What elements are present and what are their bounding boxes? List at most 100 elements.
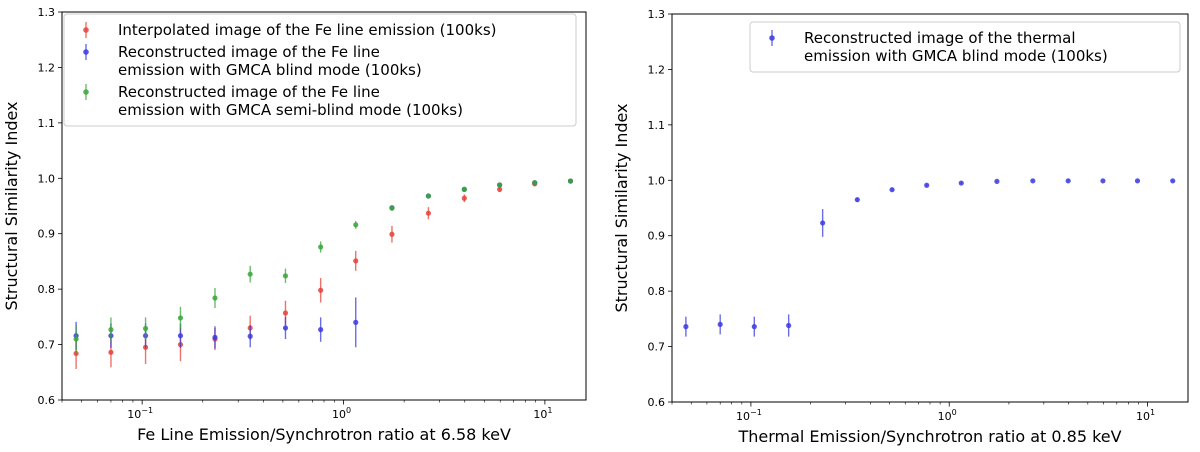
y-axis-label: Structural Similarity Index — [2, 101, 21, 310]
legend-label: emission with GMCA blind mode (100ks) — [118, 61, 422, 79]
x-tick-exponent: 0 — [346, 406, 351, 415]
series-1 — [73, 178, 574, 369]
x-axis-label: Fe Line Emission/Synchrotron ratio at 6.… — [137, 425, 511, 444]
data-point — [425, 210, 432, 216]
data-point — [497, 182, 503, 188]
legend-label: Reconstructed image of the Fe line — [118, 83, 380, 101]
legend-label: emission with GMCA blind mode (100ks) — [804, 47, 1108, 65]
y-tick-label: 0.7 — [38, 339, 56, 352]
y-tick-label: 1.0 — [648, 174, 666, 187]
chart-panel-2: 0.60.70.80.91.01.11.21.310−1 100 101Therma… — [612, 8, 1189, 446]
data-point — [751, 324, 757, 330]
data-point — [389, 205, 395, 211]
data-point — [389, 231, 395, 237]
y-tick-label: 0.9 — [648, 230, 666, 243]
legend: Reconstructed image of the thermal emiss… — [749, 21, 1181, 73]
legend-box — [63, 13, 577, 127]
data-point — [532, 180, 538, 186]
x-tick-label: 101 — [1136, 408, 1155, 423]
legend-marker — [83, 49, 89, 55]
data-point — [212, 334, 218, 340]
x-tick-label: 100 — [332, 406, 351, 421]
y-tick-label: 1.2 — [38, 61, 56, 74]
legend-box — [749, 21, 1181, 73]
data-point — [142, 325, 149, 332]
x-tick-label: 100 — [938, 408, 957, 423]
data-point — [73, 350, 79, 357]
y-tick-label: 0.8 — [38, 283, 56, 296]
y-tick-label: 0.7 — [648, 341, 666, 354]
series-2 — [73, 178, 574, 350]
x-tick-base: 10 — [533, 408, 547, 421]
y-tick-label: 1.3 — [648, 8, 666, 21]
data-point — [318, 244, 324, 250]
legend-marker — [769, 35, 775, 41]
data-point — [282, 273, 289, 279]
data-point — [854, 197, 860, 203]
data-point — [461, 195, 467, 201]
x-tick-label: 10−1 — [127, 406, 153, 421]
data-point — [567, 178, 574, 184]
y-tick-label: 1.2 — [648, 63, 666, 76]
x-tick-exponent: 1 — [1150, 408, 1155, 417]
y-tick-label: 0.9 — [38, 228, 56, 241]
data-point — [212, 295, 218, 301]
plot-frame — [61, 11, 587, 401]
data-point — [994, 178, 1000, 184]
data-point — [786, 322, 792, 329]
data-point — [958, 180, 964, 186]
data-point — [108, 349, 114, 355]
data-point — [353, 222, 359, 228]
data-point — [108, 327, 114, 333]
y-axis-label: Structural Similarity Index — [612, 103, 631, 312]
legend-label: emission with GMCA semi-blind mode (100k… — [118, 101, 463, 119]
data-point — [282, 310, 289, 316]
data-point — [461, 186, 467, 192]
y-tick-label: 0.8 — [648, 285, 666, 298]
x-tick-label: 10−1 — [736, 408, 762, 423]
data-point — [1030, 178, 1036, 184]
data-point — [247, 271, 253, 277]
x-tick-base: 10 — [332, 408, 346, 421]
data-point — [924, 182, 930, 188]
x-tick-base: 10 — [736, 410, 750, 423]
data-point — [318, 287, 324, 293]
x-tick-exponent: 1 — [547, 406, 552, 415]
series-1 — [683, 178, 1176, 337]
legend-marker — [83, 27, 89, 33]
y-tick-label: 1.0 — [38, 172, 56, 185]
data-point — [282, 325, 289, 331]
legend-label: Interpolated image of the Fe line emissi… — [118, 21, 497, 39]
data-point — [497, 186, 503, 192]
plot-frame — [671, 13, 1189, 403]
x-tick-base: 10 — [127, 408, 141, 421]
data-point — [820, 220, 826, 226]
data-point — [353, 319, 359, 325]
data-point — [425, 193, 432, 199]
legend: Interpolated image of the Fe line emissi… — [63, 13, 577, 127]
x-tick-base: 10 — [1136, 410, 1150, 423]
data-point — [1134, 178, 1141, 184]
data-point — [73, 336, 79, 342]
x-tick-exponent: −1 — [750, 408, 762, 417]
legend-marker — [83, 89, 89, 95]
data-point — [177, 315, 184, 321]
y-tick-label: 1.1 — [38, 117, 56, 130]
data-point — [318, 327, 324, 333]
data-point — [247, 333, 253, 339]
data-point — [889, 187, 895, 193]
x-tick-exponent: 0 — [952, 408, 957, 417]
data-point — [1170, 178, 1176, 184]
legend-label: Reconstructed image of the Fe line — [118, 43, 380, 61]
y-tick-label: 0.6 — [38, 394, 56, 407]
y-tick-label: 0.6 — [648, 396, 666, 409]
data-point — [717, 321, 723, 327]
data-point — [1100, 178, 1106, 184]
y-tick-label: 1.1 — [648, 119, 666, 132]
y-tick-label: 1.3 — [38, 6, 56, 19]
x-tick-label: 101 — [533, 406, 552, 421]
legend-label: Reconstructed image of the thermal — [804, 29, 1076, 47]
data-point — [683, 324, 689, 330]
